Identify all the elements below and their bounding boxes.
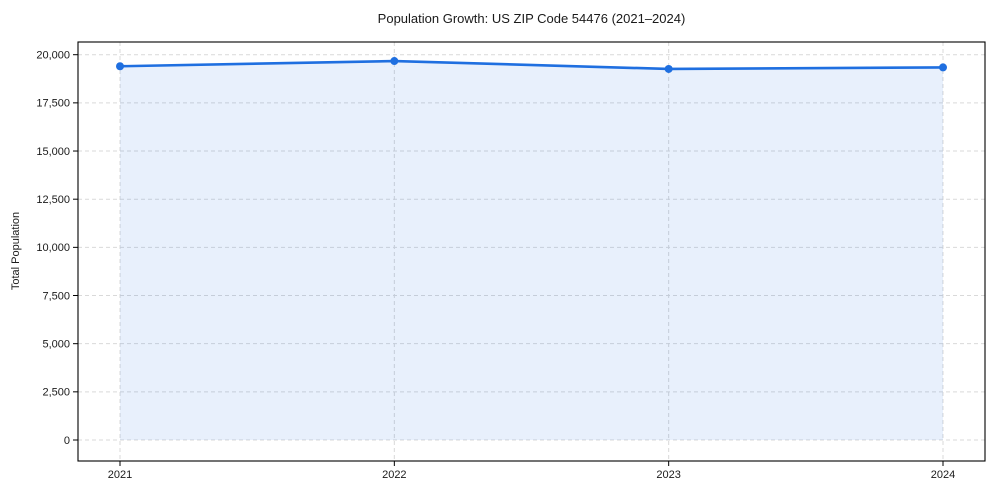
y-tick-label: 2,500 (42, 387, 70, 399)
y-tick-label: 10,000 (36, 242, 70, 254)
plot-border (77, 41, 986, 462)
y-tick-label: 0 (64, 435, 70, 447)
x-tick-label: 2023 (656, 469, 680, 481)
data-point-2022 (390, 57, 399, 66)
area-fill (120, 61, 943, 441)
y-tick-label: 7,500 (42, 290, 70, 302)
data-point-2024 (939, 63, 947, 72)
chart-title: Population Growth: US ZIP Code 54476 (20… (377, 11, 686, 26)
data-point-2023 (664, 64, 673, 73)
x-tick-label: 2024 (931, 469, 955, 481)
y-tick-label: 12,500 (36, 194, 70, 206)
y-tick-label: 5,000 (42, 338, 70, 350)
y-tick-label: 20,000 (36, 50, 70, 62)
y-tick-label: 15,000 (36, 146, 70, 158)
y-tick-label: 17,500 (36, 98, 70, 110)
series-line (118, 59, 945, 71)
x-tick-label: 2021 (108, 469, 132, 481)
x-tick-label: 2022 (382, 469, 406, 481)
data-point-2021 (116, 62, 124, 71)
